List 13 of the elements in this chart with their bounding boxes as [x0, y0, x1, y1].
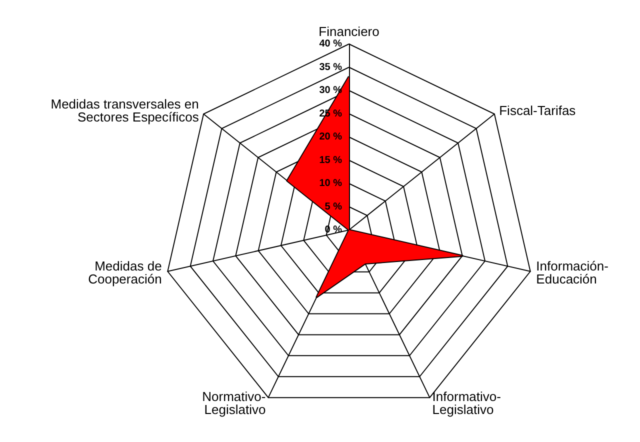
y-tick-label: 10 %: [319, 178, 342, 189]
spoke-label: Medidas de Cooperación: [88, 258, 162, 287]
spoke-label: Financiero: [318, 24, 380, 39]
y-tick-label: 5 %: [324, 201, 342, 212]
y-tick-label: 40 %: [319, 38, 342, 50]
spoke-label: Información- Educación: [536, 258, 608, 287]
spoke-label: Informativo- Legislativo: [432, 388, 501, 417]
y-tick-label: 15 %: [319, 154, 342, 166]
spoke-label: Fiscal-Tarifas: [499, 102, 576, 118]
spoke-label: Medidas transversales en Sectores Específicos: [50, 96, 200, 124]
spoke-label: Normativo- Legislativo: [202, 388, 266, 417]
y-tick-label: 20 %: [319, 132, 342, 142]
y-tick-label: 35 %: [319, 62, 342, 73]
